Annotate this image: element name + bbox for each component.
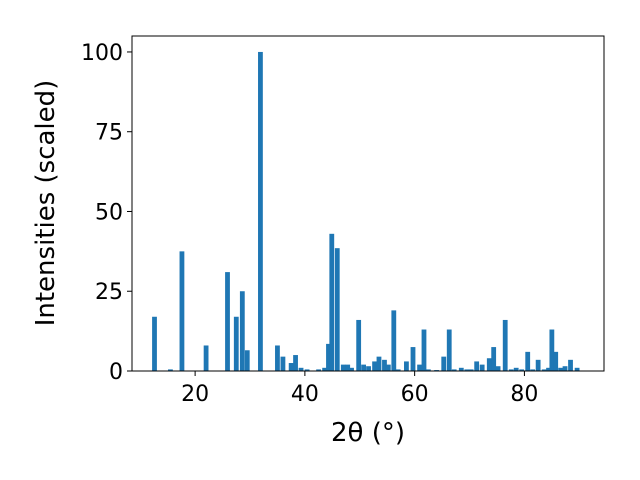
bar [366, 366, 371, 371]
bar [468, 369, 474, 371]
y-axis-label: Intensities (scaled) [31, 80, 61, 327]
bar [275, 345, 280, 371]
bar [519, 369, 525, 371]
bar [334, 248, 340, 371]
bar [322, 367, 328, 371]
bar [345, 364, 351, 371]
y-axis-ticks: 0 25 50 75 100 [81, 41, 132, 385]
bar [508, 369, 514, 371]
bar [410, 347, 416, 371]
bar [541, 369, 547, 371]
bar [535, 359, 541, 371]
bar [495, 366, 501, 371]
bar [225, 272, 230, 371]
y-tick-label: 25 [95, 280, 123, 305]
bar [479, 364, 485, 371]
bar [376, 356, 382, 371]
bar [340, 364, 346, 371]
bar [464, 369, 470, 371]
bar [558, 367, 564, 371]
bar [502, 319, 508, 371]
bar [486, 358, 492, 371]
bar [491, 347, 497, 371]
bar [329, 233, 335, 371]
x-axis-ticks: 20 40 60 80 [181, 371, 538, 407]
bar [574, 367, 580, 371]
bar [168, 369, 173, 371]
bar [451, 369, 457, 371]
bar [391, 310, 397, 371]
bar [239, 291, 245, 371]
bar [203, 345, 209, 371]
bar [562, 366, 568, 371]
bar [356, 319, 362, 371]
bar [244, 350, 250, 371]
bar [372, 361, 377, 371]
bar [361, 364, 367, 371]
bar [421, 329, 427, 371]
bar [549, 329, 555, 371]
y-tick-label: 50 [95, 200, 123, 225]
x-tick-label: 20 [181, 382, 209, 407]
bar [546, 367, 551, 371]
bar [446, 329, 452, 371]
plot-frame [131, 35, 605, 372]
bar [179, 251, 185, 371]
y-tick-label: 75 [95, 121, 123, 146]
bar [382, 359, 387, 371]
bar [441, 356, 447, 371]
bar [417, 364, 422, 371]
x-tick-label: 40 [291, 382, 319, 407]
bar [280, 356, 286, 371]
bar [258, 51, 263, 371]
bar [326, 343, 331, 371]
bar [530, 369, 536, 371]
bar [316, 369, 321, 371]
y-tick-label: 100 [81, 41, 123, 66]
bar [152, 316, 157, 371]
bar [304, 369, 310, 371]
bar [458, 367, 464, 371]
x-tick-label: 80 [510, 382, 538, 407]
bar [233, 316, 239, 371]
y-tick-label: 0 [109, 360, 123, 385]
bar [349, 367, 354, 371]
bar [425, 369, 431, 371]
bar [525, 351, 531, 371]
bar [513, 367, 519, 371]
bar [298, 367, 304, 371]
bar [568, 359, 573, 371]
bar [385, 364, 391, 371]
bar [395, 369, 401, 371]
x-axis-label: 2θ (°) [331, 418, 405, 448]
bar [553, 351, 559, 371]
bar [474, 361, 480, 371]
bar [293, 355, 298, 371]
bar [288, 363, 294, 371]
bar [404, 361, 409, 371]
x-tick-label: 60 [401, 382, 429, 407]
